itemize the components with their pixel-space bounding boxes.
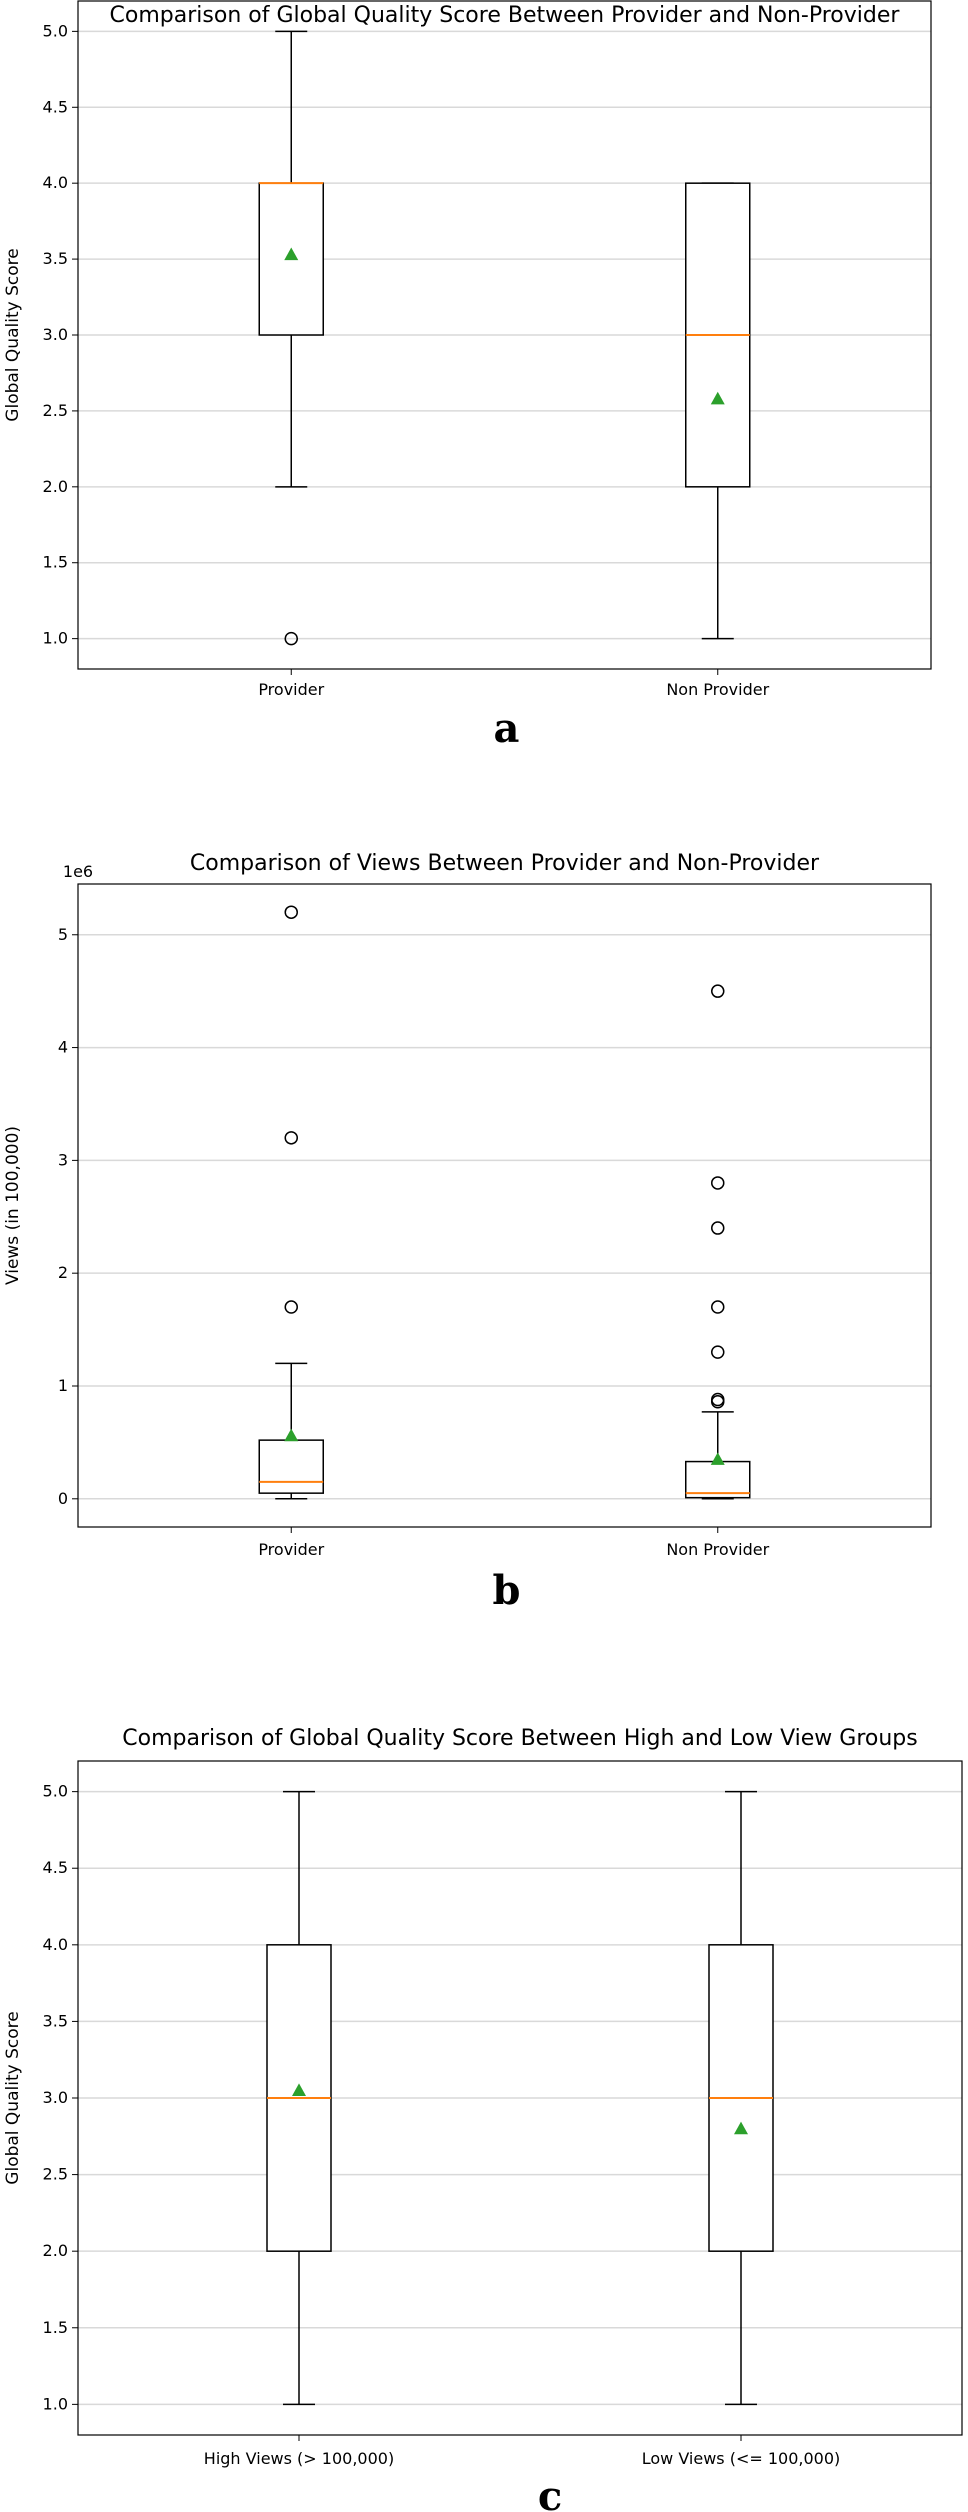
panel-letter: a <box>494 705 520 752</box>
mean-marker <box>284 1428 299 1442</box>
y-tick-label: 1.0 <box>43 629 68 648</box>
chart-title: Comparison of Global Quality Score Betwe… <box>110 3 901 28</box>
y-tick-label: 1.5 <box>43 2318 68 2337</box>
outlier-point <box>711 1176 725 1190</box>
outlier-point <box>284 1131 298 1145</box>
y-tick-label: 0 <box>58 1489 68 1508</box>
y-tick-label: 4.0 <box>43 1935 68 1954</box>
x-tick-label: Non Provider <box>666 1540 769 1559</box>
y-tick-label: 1.5 <box>43 553 68 572</box>
y-tick-label: 3.5 <box>43 249 68 268</box>
y-tick-label: 2.5 <box>43 2165 68 2184</box>
y-tick-label: 4 <box>58 1038 68 1057</box>
outlier-point <box>711 1221 725 1235</box>
mean-marker <box>734 2121 748 2135</box>
plot-frame <box>77 883 932 1528</box>
mean-marker <box>292 2083 306 2096</box>
outlier-point <box>284 905 298 919</box>
plot-frame <box>77 0 932 670</box>
mean-marker <box>710 1452 725 1465</box>
y-tick-label: 2.0 <box>43 477 68 496</box>
panel-letter: c <box>538 2473 562 2512</box>
box-2 <box>685 984 751 1500</box>
box-1 <box>266 1790 332 2406</box>
mean-marker <box>284 247 299 261</box>
chart-title: Comparison of Views Between Provider and… <box>190 851 820 876</box>
x-tick-label: Provider <box>258 1540 324 1559</box>
x-tick-label: High Views (> 100,000) <box>204 2449 394 2468</box>
y-tick-label: 2.0 <box>43 2241 68 2260</box>
y-tick-label: 5.0 <box>43 1782 68 1801</box>
y-tick-label: 3 <box>58 1150 68 1169</box>
y-axis-label: Global Quality Score <box>3 2011 23 2184</box>
chart-title: Comparison of Global Quality Score Betwe… <box>122 1726 917 1751</box>
box-1 <box>258 905 324 1500</box>
y-tick-label: 1 <box>58 1376 68 1395</box>
box-2 <box>685 182 751 640</box>
y-tick-label: 2 <box>58 1263 68 1282</box>
outlier-point <box>711 1392 725 1407</box>
outlier-point <box>284 1300 298 1314</box>
outlier-point <box>711 984 725 998</box>
y-tick-label: 1.0 <box>43 2394 68 2413</box>
panel-letter: b <box>493 1567 521 1614</box>
outlier-point <box>711 1345 725 1359</box>
y-tick-label: 5.0 <box>43 21 68 40</box>
y-multiplier: 1e6 <box>63 862 93 881</box>
outlier-point <box>284 631 298 646</box>
chart-panel-c: 1.0 1.5 2.0 2.5 3.0 3.5 4.0 4.5 5.0 Comparison of… <box>3 1726 963 2512</box>
chart-panel-b: 0 1 2 3 4 5 Comparison of Views Between Provid… <box>3 851 932 1614</box>
box-2 <box>708 1790 774 2406</box>
y-tick-label: 3.0 <box>43 325 68 344</box>
y-tick-label: 4.0 <box>43 173 68 192</box>
plot-frame <box>77 1760 963 2436</box>
y-axis-label: Views (in 100,000) <box>3 1126 23 1285</box>
outlier-point <box>711 1300 725 1314</box>
mean-marker <box>710 391 725 405</box>
y-tick-label: 5 <box>58 925 68 944</box>
chart-panel-a: 1.0 1.5 2.0 2.5 3.0 3.5 4.0 4.5 5.0 Comparison of… <box>3 0 932 752</box>
y-tick-label: 2.5 <box>43 401 68 420</box>
x-tick-label: Non Provider <box>666 680 769 699</box>
iqr-box <box>258 1439 324 1494</box>
y-tick-label: 3.0 <box>43 2088 68 2107</box>
y-tick-label: 4.5 <box>43 1858 68 1877</box>
x-tick-label: Provider <box>258 680 324 699</box>
x-tick-label: Low Views (<= 100,000) <box>642 2449 841 2468</box>
box-1 <box>258 30 324 646</box>
y-tick-label: 4.5 <box>43 97 68 116</box>
y-tick-label: 3.5 <box>43 2011 68 2030</box>
y-axis-label: Global Quality Score <box>3 248 23 421</box>
